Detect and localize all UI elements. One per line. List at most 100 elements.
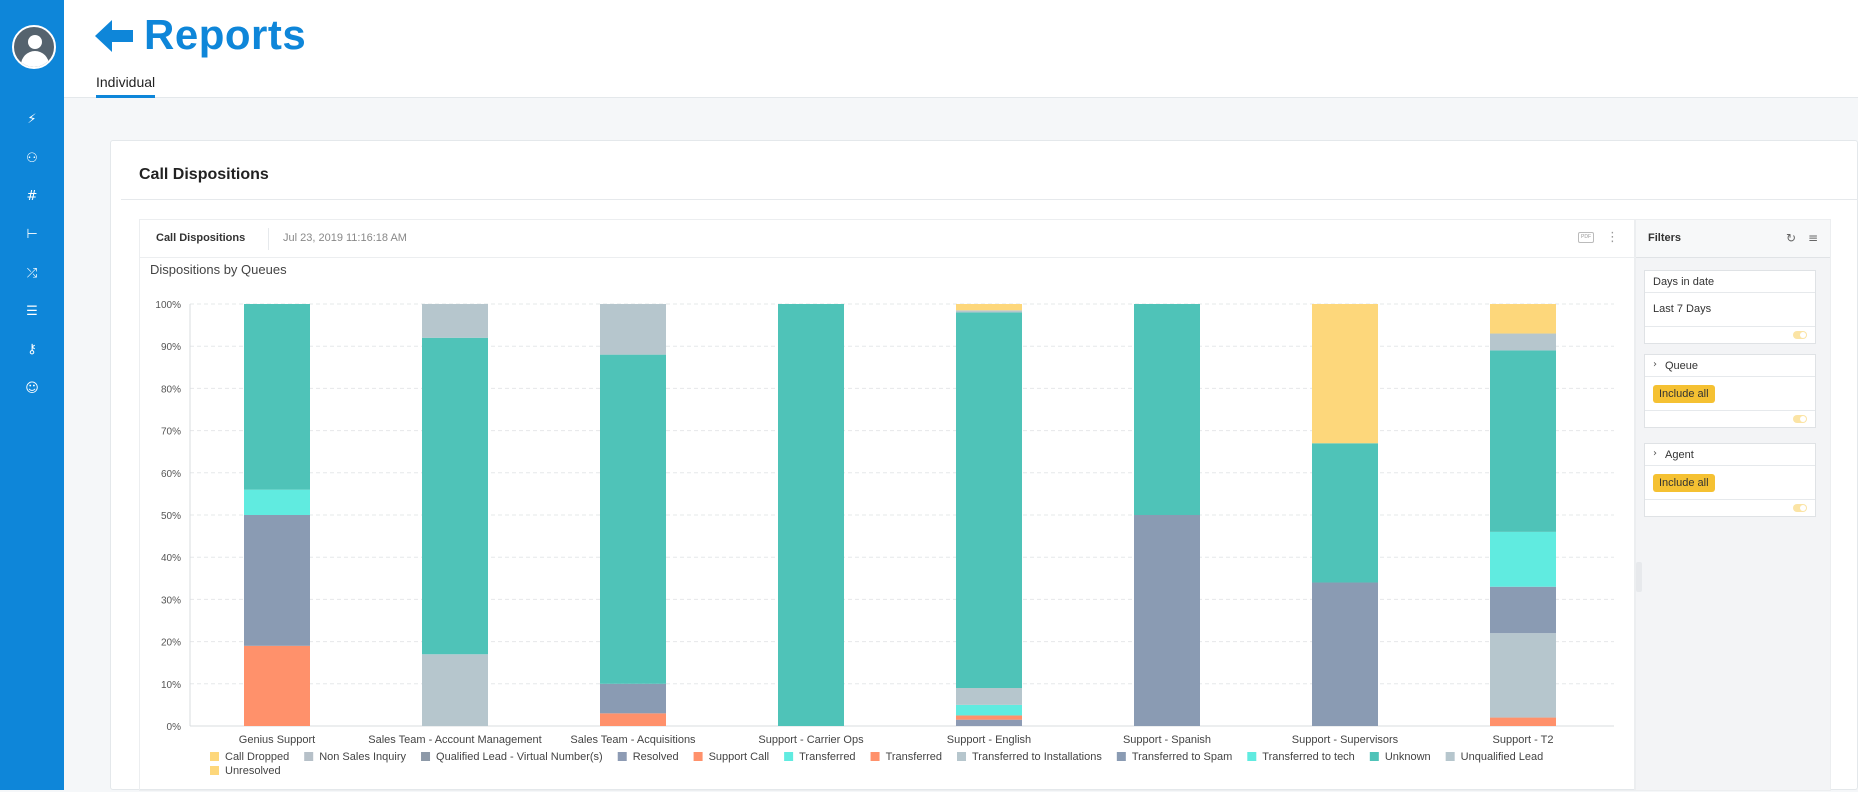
x-tick-label: Support - Supervisors: [1292, 734, 1399, 746]
filter-header[interactable]: › Agent: [1645, 444, 1815, 466]
settings-list-icon[interactable]: ☰: [26, 304, 38, 319]
filter-toggle[interactable]: [1793, 415, 1807, 423]
x-tick-label: Support - T2: [1493, 734, 1554, 746]
hash-icon[interactable]: #: [26, 189, 38, 204]
smiley-icon[interactable]: ☺: [25, 381, 39, 396]
filter-agent: › Agent Include all: [1644, 443, 1816, 517]
bar-segment: [600, 713, 666, 726]
bar-segment: [600, 354, 666, 684]
legend-label: Support Call: [709, 751, 770, 763]
key-icon[interactable]: ⚷: [27, 342, 37, 357]
bar-segment: [956, 688, 1022, 705]
filter-toggle[interactable]: [1793, 504, 1807, 512]
include-all-chip[interactable]: Include all: [1653, 385, 1715, 403]
chart-panel: Call Dispositions Jul 23, 2019 11:16:18 …: [139, 219, 1636, 791]
y-tick-label: 20%: [161, 638, 181, 649]
x-tick-label: Support - Spanish: [1123, 734, 1211, 746]
filter-toggle[interactable]: [1793, 331, 1807, 339]
divider: [121, 199, 1858, 200]
reset-icon[interactable]: ↻: [1785, 231, 1797, 245]
menu-icon[interactable]: ≡: [1807, 231, 1819, 245]
bar-segment: [1134, 304, 1200, 515]
legend-label: Non Sales Inquiry: [319, 751, 406, 763]
bar-segment: [1312, 443, 1378, 583]
report-card: Call Dispositions Call Dispositions Jul …: [110, 140, 1858, 791]
bar-segment: [600, 304, 666, 355]
tab-individual[interactable]: Individual: [96, 74, 156, 98]
legend-swatch: [784, 752, 794, 761]
legend-label: Transferred to Installations: [972, 751, 1102, 763]
filter-header[interactable]: › Queue: [1645, 355, 1815, 377]
filters-header: Filters ↻ ≡: [1636, 220, 1830, 258]
legend-label: Transferred: [886, 751, 942, 763]
bar-segment: [1490, 586, 1556, 634]
more-options-icon[interactable]: ⋮: [1606, 230, 1619, 245]
page-title: Reports: [144, 11, 307, 58]
bar-segment: [244, 489, 310, 515]
bar-segment: [422, 654, 488, 726]
header: Reports Individual: [64, 0, 1858, 98]
panel-header: Call Dispositions Jul 23, 2019 11:16:18 …: [140, 220, 1636, 258]
legend-swatch: [210, 752, 219, 761]
bar-segment: [1490, 633, 1556, 718]
legend-label: Unresolved: [225, 765, 281, 777]
user-avatar[interactable]: [12, 25, 56, 69]
collapse-handle[interactable]: [1636, 562, 1642, 592]
legend-label: Call Dropped: [225, 751, 289, 763]
y-tick-label: 10%: [161, 680, 181, 691]
legend-swatch: [304, 752, 314, 761]
filter-value[interactable]: Last 7 Days: [1645, 293, 1815, 327]
filter-label: Agent: [1665, 449, 1694, 461]
legend-label: Unqualified Lead: [1461, 751, 1544, 763]
legend-swatch: [617, 752, 627, 761]
bar-segment: [1490, 333, 1556, 351]
legend-swatch: [1116, 752, 1126, 761]
x-tick-label: Sales Team - Acquisitions: [570, 734, 696, 746]
stacked-bar-chart: 0% 10% 20% 30% 40% 50% 60% 70% 80% 90% 100% Genius …: [155, 300, 1614, 777]
filters-panel: Filters ↻ ≡ Days in date Last 7 Days › Q…: [1635, 219, 1831, 791]
chart-title: Dispositions by Queues: [150, 262, 287, 277]
bar-segment: [956, 310, 1022, 313]
x-tick-label: Sales Team - Account Management: [368, 734, 541, 746]
y-tick-label: 40%: [161, 553, 181, 564]
bar-segment: [1490, 717, 1556, 726]
y-tick-label: 90%: [161, 342, 181, 353]
bar-segment: [956, 312, 1022, 689]
legend-swatch: [693, 752, 703, 761]
panel-date: Jul 23, 2019 11:16:18 AM: [283, 232, 407, 244]
filter-days: Days in date Last 7 Days: [1644, 270, 1816, 344]
bar-segment: [600, 683, 666, 714]
bar-segment: [244, 304, 310, 490]
lightning-icon[interactable]: ⚡: [27, 112, 37, 127]
filter-label: Queue: [1665, 360, 1699, 372]
legend-swatch: [421, 752, 431, 761]
bar-segment: [778, 304, 844, 726]
tree-icon[interactable]: ⊢: [26, 227, 38, 242]
sidebar: ⚡ ⚇ # ⊢ ⤮ ☰ ⚷ ☺: [0, 0, 64, 790]
y-tick-label: 80%: [161, 384, 181, 395]
x-tick-label: Support - Carrier Ops: [758, 734, 864, 746]
pdf-icon[interactable]: PDF: [1578, 232, 1594, 243]
bar-segment: [1490, 350, 1556, 532]
bar-segment: [1312, 582, 1378, 726]
shuffle-icon[interactable]: ⤮: [26, 266, 38, 281]
bar-segment: [422, 304, 488, 338]
legend-swatch: [957, 752, 967, 761]
legend-swatch: [1247, 752, 1257, 761]
legend-swatch: [1445, 752, 1455, 761]
legend-label: Qualified Lead - Virtual Number(s): [436, 751, 603, 763]
panel-name: Call Dispositions: [156, 232, 246, 244]
users-icon[interactable]: ⚇: [26, 151, 38, 166]
y-tick-label: 60%: [161, 469, 181, 480]
include-all-chip[interactable]: Include all: [1653, 474, 1715, 492]
bar-segment: [244, 515, 310, 646]
legend-swatch: [210, 766, 219, 775]
back-arrow-icon[interactable]: [95, 18, 133, 54]
chevron-right-icon: ›: [1653, 359, 1657, 370]
bar-segment: [244, 645, 310, 726]
filter-body: Include all: [1645, 466, 1815, 500]
bar-segment: [956, 719, 1022, 726]
x-tick-label: Genius Support: [239, 734, 315, 746]
y-tick-label: 50%: [161, 511, 181, 522]
filters-title: Filters: [1648, 232, 1682, 244]
